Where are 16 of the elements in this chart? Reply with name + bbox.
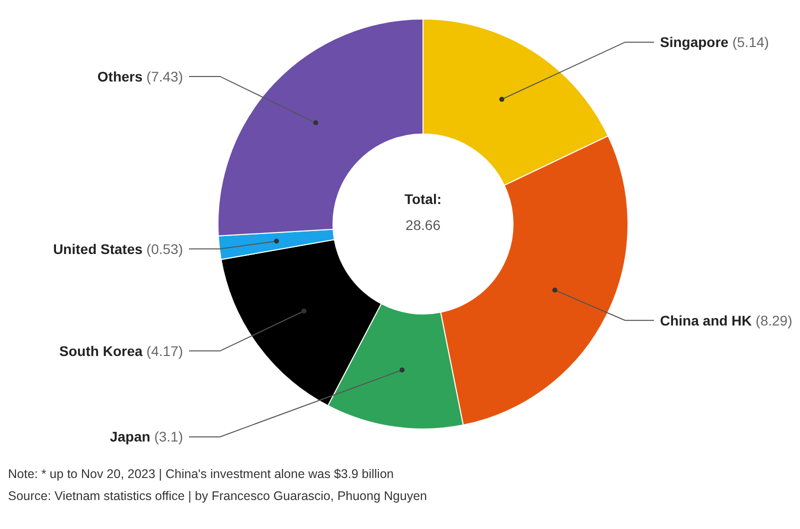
- slice-label: Japan: [110, 428, 150, 445]
- data-label: (7.43): [142, 68, 183, 84]
- text: Total:: [404, 191, 442, 207]
- slice-label: China and HK: [660, 312, 752, 328]
- data-label: (4.17): [142, 342, 183, 359]
- data-label: (3.1): [150, 428, 183, 445]
- source-note: Source: Vietnam statistics office | by Francesco Guarascio, Phuong Nguyen: [8, 489, 428, 503]
- data-label: (0.53): [142, 240, 183, 257]
- text: Note: * up to Nov 20, 2023 | China's investment alone was $3.9 billion: [8, 467, 394, 481]
- slice-label: Others: [97, 68, 143, 84]
- data-label: (8.29): [752, 312, 792, 328]
- slice-label: United States: [53, 240, 143, 257]
- data-label: (5.14): [728, 34, 769, 50]
- text: 28.66: [405, 217, 441, 233]
- slice-label: South Korea: [59, 342, 143, 359]
- slice-label: Singapore: [660, 34, 729, 50]
